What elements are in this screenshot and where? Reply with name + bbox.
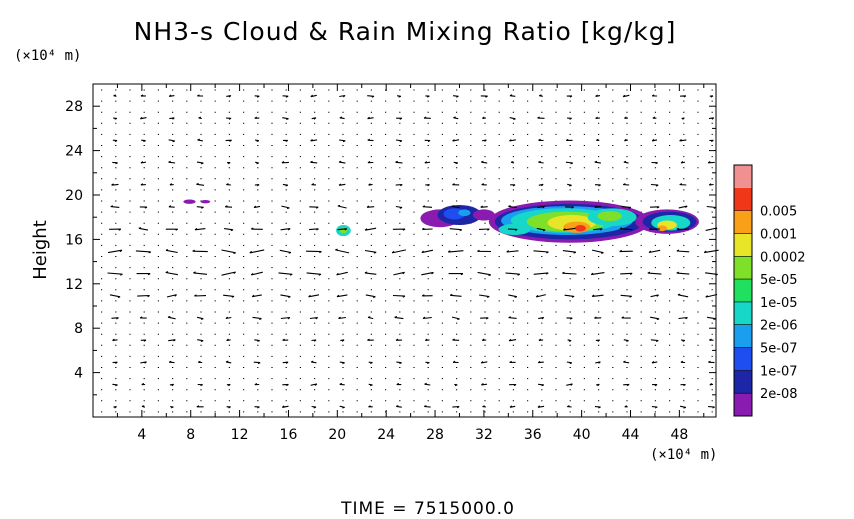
colorbar-swatch: [734, 324, 752, 348]
mixing-region-19: [597, 211, 622, 222]
colorbar-swatch: [734, 210, 752, 234]
y-axis-label: Height: [30, 220, 51, 280]
mixing-region-24: [657, 225, 668, 232]
colorbar-swatch: [734, 256, 752, 280]
colorbar-swatch: [734, 233, 752, 257]
colorbar-swatch: [734, 165, 752, 188]
wind-vector-arrows: [107, 94, 719, 409]
mixing-region-16: [574, 224, 586, 232]
y-tick-label: 4: [74, 366, 83, 382]
colorbar-label: 0.001: [760, 227, 797, 242]
wind-vectors: [107, 94, 719, 409]
mixing-region-5: [183, 199, 196, 204]
x-tick-label: 16: [280, 427, 298, 443]
colorbar-label: 1e-07: [760, 364, 798, 379]
colorbar-swatch: [734, 347, 752, 371]
colorbar-label: 0.005: [760, 205, 797, 220]
plot-frame: [92, 83, 717, 418]
colorbar-label: 5e-05: [760, 273, 798, 288]
x-tick-label: 8: [186, 427, 195, 443]
mixing-ratio-fill: [183, 199, 699, 243]
y-tick-label: 28: [65, 99, 83, 115]
colorbar-swatch: [734, 370, 752, 394]
colorbar-label: 0.0002: [760, 250, 806, 265]
x-tick-label: 20: [328, 427, 346, 443]
colorbar-swatch: [734, 187, 752, 211]
plot-border: [92, 83, 717, 418]
time-label: TIME = 7515000.0: [340, 499, 515, 519]
x-tick-label: 40: [573, 427, 591, 443]
x-tick-label: 12: [231, 427, 249, 443]
colorbar: 2e-08 1e-07 5e-07 2e-06 1e-05 5e-05 0.0002 0.00…: [733, 164, 806, 417]
x-tick-label: 28: [426, 427, 444, 443]
x-axis-ticks: 4 8 12 16 20 24 28 32 36 40 44 48: [116, 84, 705, 443]
y-tick-label: 16: [65, 232, 83, 248]
y-tick-label: 12: [65, 277, 83, 293]
colorbar-border: [733, 164, 753, 417]
mixing-region-3: [458, 209, 471, 217]
x-tick-label: 48: [670, 427, 688, 443]
mixing-region-4: [472, 209, 495, 221]
y-axis-unit: (×10⁴ m): [14, 48, 81, 64]
colorbar-label: 5e-07: [760, 342, 798, 357]
colorbar-label: 1e-05: [760, 296, 798, 311]
x-tick-label: 24: [377, 427, 395, 443]
x-tick-label: 32: [475, 427, 493, 443]
x-tick-label: 4: [137, 427, 146, 443]
chart-title: NH3-s Cloud & Rain Mixing Ratio [kg/kg]: [134, 17, 677, 46]
colorbar-label: 2e-06: [760, 319, 798, 334]
y-tick-label: 24: [65, 144, 83, 160]
colorbar-label: 2e-08: [760, 387, 798, 402]
colorbar-swatch: [734, 279, 752, 302]
grid-point-markers: [101, 89, 713, 413]
mixing-region-6: [200, 199, 211, 204]
x-axis-unit: (×10⁴ m): [650, 447, 717, 463]
x-tick-label: 36: [524, 427, 542, 443]
colorbar-swatch: [734, 393, 752, 416]
y-tick-label: 8: [74, 321, 83, 337]
x-tick-label: 44: [622, 427, 640, 443]
y-tick-label: 20: [65, 188, 83, 204]
y-axis-ticks: 4 8 12 16 20 24 28: [65, 99, 716, 396]
colorbar-swatch: [734, 301, 752, 325]
